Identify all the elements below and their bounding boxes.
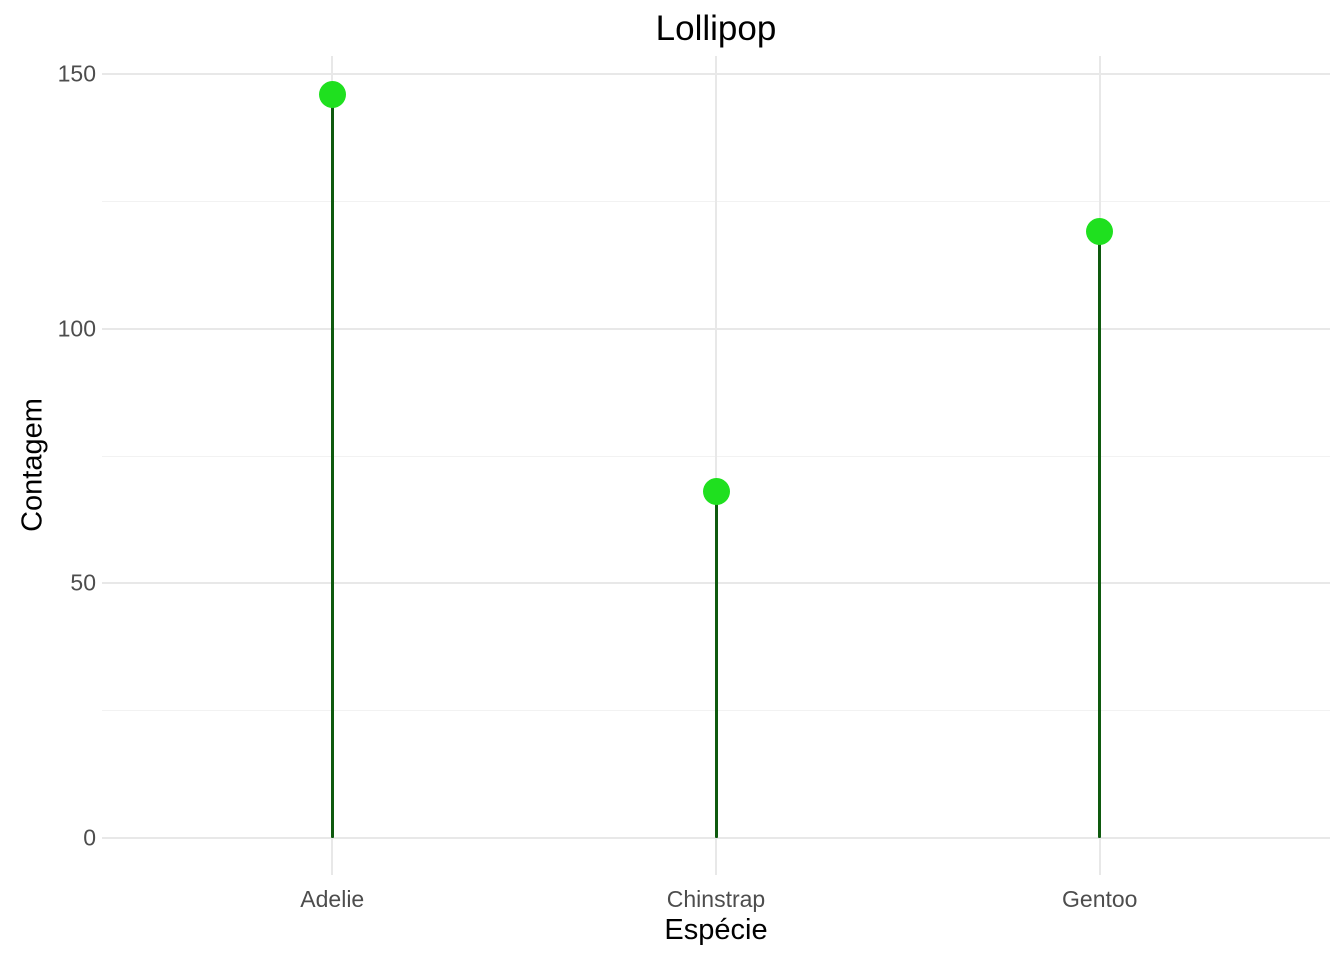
chart-title: Lollipop	[655, 9, 777, 48]
x-tick-label-gentoo: Gentoo	[1062, 886, 1138, 912]
lollipop-point-chinstrap	[702, 478, 730, 506]
y-axis-title: Contagem	[16, 398, 48, 532]
x-axis-title: Espécie	[664, 914, 768, 946]
lollipop-point-adelie	[318, 80, 346, 108]
y-axis-title-wrap: Contagem	[10, 0, 55, 960]
lollipop-stem-adelie	[330, 94, 334, 838]
lollipop-point-gentoo	[1086, 218, 1114, 246]
lollipop-stem-gentoo	[1098, 231, 1102, 838]
y-tick-label: 150	[57, 60, 96, 87]
lollipop-stem-chinstrap	[714, 491, 718, 838]
y-tick-label: 50	[70, 569, 96, 596]
x-tick-label-chinstrap: Chinstrap	[666, 886, 766, 912]
x-tick-label-adelie: Adelie	[300, 886, 365, 912]
gridline-x-chinstrap	[715, 56, 717, 875]
y-tick-label: 0	[83, 824, 96, 851]
plot-area	[102, 56, 1330, 875]
y-tick-label: 100	[57, 315, 96, 342]
